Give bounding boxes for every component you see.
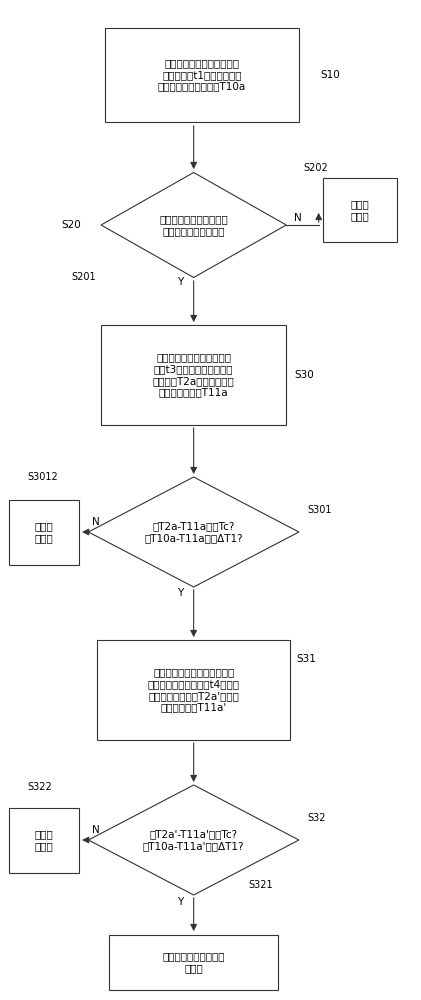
Text: S202: S202: [303, 163, 328, 173]
Text: S301: S301: [307, 505, 332, 515]
Polygon shape: [88, 477, 299, 587]
Text: 保持正
常运行: 保持正 常运行: [35, 829, 53, 851]
Text: S201: S201: [72, 272, 96, 282]
Text: S32: S32: [307, 813, 326, 823]
Text: S321: S321: [248, 880, 273, 890]
FancyBboxPatch shape: [9, 808, 79, 872]
Text: N: N: [294, 213, 301, 223]
Text: ｜T2a-T11a｜＜Tc?
｜T10a-T11a｜＜ΔT1?: ｜T2a-T11a｜＜Tc? ｜T10a-T11a｜＜ΔT1?: [144, 521, 243, 543]
Text: 判断空调系统的运行模式
是否为制冷或制热模式: 判断空调系统的运行模式 是否为制冷或制热模式: [159, 214, 228, 236]
Text: S30: S30: [295, 370, 314, 380]
Text: ｜T2a'-T11a'｜＜Tc?
｜T10a-T11a'｜＜ΔT1?: ｜T2a'-T11a'｜＜Tc? ｜T10a-T11a'｜＜ΔT1?: [143, 829, 245, 851]
Text: N: N: [92, 825, 99, 835]
FancyBboxPatch shape: [97, 640, 290, 740]
Text: 室内换热风机的转速下降预定
值后运行第四预定时间t4，检测
室内温度的平均值T2a'和换热
管温度平均值T11a': 室内换热风机的转速下降预定 值后运行第四预定时间t4，检测 室内温度的平均值T2…: [148, 668, 240, 712]
Text: 故障报警或者控制压缩
机停机: 故障报警或者控制压缩 机停机: [163, 951, 225, 973]
Polygon shape: [88, 785, 299, 895]
FancyBboxPatch shape: [323, 178, 397, 242]
Polygon shape: [101, 172, 286, 277]
Text: S10: S10: [320, 70, 340, 80]
Text: 保持正
常运行: 保持正 常运行: [35, 521, 53, 543]
Text: Y: Y: [177, 897, 183, 907]
Text: S322: S322: [27, 782, 52, 792]
Text: 控制空调系统运行第三预定
时间t3，检测计算室内温度
的平均值T2a，检测计算换
热管温度平均值T11a: 控制空调系统运行第三预定 时间t3，检测计算室内温度 的平均值T2a，检测计算换…: [153, 353, 234, 397]
FancyBboxPatch shape: [9, 500, 79, 564]
FancyBboxPatch shape: [105, 27, 299, 122]
Text: 控制空调系统开机并运行第
一预定时间t1，检测计算或
预设换热管温度平均值T10a: 控制空调系统开机并运行第 一预定时间t1，检测计算或 预设换热管温度平均值T10…: [158, 58, 246, 92]
Text: S31: S31: [297, 654, 317, 664]
Text: S20: S20: [61, 220, 81, 230]
Text: N: N: [92, 517, 99, 527]
FancyBboxPatch shape: [101, 325, 286, 425]
Text: S3012: S3012: [27, 472, 58, 482]
Text: Y: Y: [177, 277, 183, 287]
Text: Y: Y: [177, 588, 183, 598]
Text: 保持正
常运行: 保持正 常运行: [351, 199, 369, 221]
FancyBboxPatch shape: [109, 934, 278, 990]
